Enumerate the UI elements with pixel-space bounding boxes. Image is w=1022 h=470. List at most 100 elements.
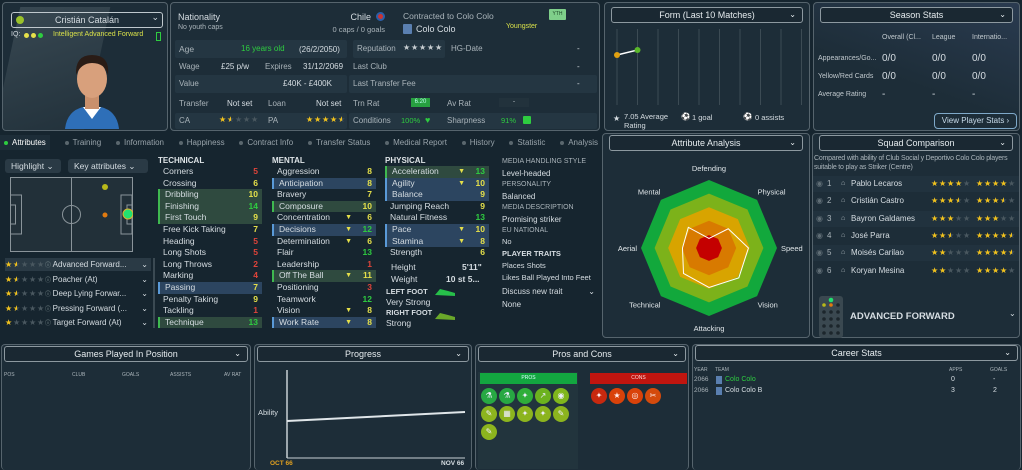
tab-history[interactable]: History [461,135,495,150]
chevron-down-icon[interactable]: ⌄ [141,289,148,298]
radio-icon[interactable]: ◉ [816,248,823,258]
pro-attribute-icon[interactable]: ✦ [517,406,533,422]
squad-player-row[interactable]: ◉ 5 ⌂ Moisés Carilao ★ ★ ★ ★ ★★★ ★ ★ ★ ★ ★ ★ ★ ★ ★ ★ [813,245,1019,262]
pro-attribute-icon[interactable]: ⚗ [481,388,497,404]
role-item[interactable]: ★ ★ ★★★★ⓘ Target Forward (At) ⌄ [5,316,151,329]
view-player-stats-button[interactable]: View Player Stats › [934,113,1017,129]
progress-header[interactable]: Progress ⌄ [257,346,469,362]
player-rank: 5 [827,248,832,258]
radio-icon[interactable]: ◉ [816,213,823,223]
player-photo [65,55,119,129]
player-name[interactable]: Moisés Carilao [851,248,904,258]
attribute-value: 10 [475,224,485,234]
pro-attribute-icon[interactable]: ▦ [499,406,515,422]
tab-label: Contract Info [247,138,294,147]
tab-transfer-status[interactable]: Transfer Status [307,135,370,150]
chevron-down-icon[interactable]: ⌄ [1009,309,1016,318]
career-team[interactable]: Colo Colo [725,376,756,383]
nationality-value[interactable]: Chile [350,12,371,22]
squad-player-row[interactable]: ◉ 3 ⌂ Bayron Galdames ★ ★ ★ ★ ★ ★ ★★ ★ ★ ★ ★ ★ ★ ★★ [813,210,1019,227]
pro-attribute-icon[interactable]: ✎ [553,406,569,422]
highlight-dropdown[interactable]: Highlight ⌄ [5,159,61,173]
player-name-dropdown[interactable]: Cristián Catalán ⌄ [11,12,163,28]
squad-player-row[interactable]: ◉ 4 ⌂ José Parra ★ ★ ★ ★ ★ ★ ★★ ★ ★ ★ ★ ★ ★ ★ ★ ★ ★ [813,228,1019,244]
career-col-header: TEAM [715,367,729,373]
star-fill: ★ [976,230,984,240]
loan-value[interactable]: Not set [316,99,342,108]
con-attribute-icon[interactable]: ★ [609,388,625,404]
player-name[interactable]: Cristián Castro [851,196,904,206]
con-attribute-icon[interactable]: ✦ [591,388,607,404]
section-title: TECHNICAL [158,156,205,165]
squad-comparison-header[interactable]: Squad Comparison ⌄ [819,135,1013,151]
star-fill: ★ [931,230,939,240]
star-fill: ★ [976,265,984,275]
career-stats-header[interactable]: Career Stats ⌄ [695,345,1018,361]
role-selector[interactable]: ADVANCED FORWARD [850,311,955,322]
career-team[interactable]: Colo Colo B [725,387,763,394]
star-icon: ★ [955,213,963,223]
tab-attributes[interactable]: Attributes [0,135,50,150]
radio-icon[interactable]: ◉ [816,265,823,275]
key-attributes-dropdown[interactable]: Key attributes ⌄ [68,159,148,173]
transfer-value[interactable]: Not set [227,99,253,108]
tab-contract-info[interactable]: Contract Info [239,135,293,150]
player-name[interactable]: Bayron Galdames [851,213,916,223]
media-style-label: MEDIA HANDLING STYLE [502,158,587,165]
star-icon: ★ [955,248,963,258]
pro-attribute-icon[interactable]: ✦ [535,406,551,422]
chevron-down-icon[interactable]: ⌄ [141,274,148,284]
star-icon: ★ [251,115,259,124]
potential-ability-stars: ★ ★ ★ ★ ★ ★ ★ ★ ★ [976,176,1016,192]
player-name[interactable]: José Parra [851,230,890,240]
pro-attribute-icon[interactable]: ✎ [481,406,497,422]
radio-icon[interactable]: ◉ [816,196,823,206]
tab-happiness[interactable]: Happiness [178,135,225,150]
star-icon: ★ ★ [322,115,330,124]
pro-attribute-icon[interactable]: ↗ [535,388,551,404]
pro-attribute-icon[interactable]: ✎ [481,424,497,440]
role-item[interactable]: ★ ★ ★ ★ ★★★ⓘ Pressing Forward (... ⌄ [5,302,151,315]
chevron-down-icon[interactable]: ⌄ [141,260,148,269]
role-item[interactable]: ★ ★ ★ ★ ★★★ⓘ Deep Lying Forwar... ⌄ [5,287,151,300]
role-item[interactable]: ★ ★ ★ ★ ★★★ⓘ Advanced Forward... ⌄ [5,258,151,271]
tab-information[interactable]: Information [115,135,164,150]
player-name[interactable]: Koryan Mesina [851,265,905,275]
tab-training[interactable]: Training [64,135,101,150]
tab-medical-report[interactable]: Medical Report [385,135,447,150]
pro-attribute-icon[interactable]: ⚗ [499,388,515,404]
squad-player-row[interactable]: ◉ 6 ⌂ Koryan Mesina ★ ★ ★ ★ ★★★ ★ ★ ★ ★ ★ ★ ★ ★ ★ [813,263,1019,279]
radio-icon[interactable]: ◉ [816,179,823,188]
con-attribute-icon[interactable]: ◎ [627,388,643,404]
form-header[interactable]: Form (Last 10 Matches) ⌄ [611,7,803,23]
attribute-row: Stamina ▼ 8 [385,235,489,248]
chevron-down-icon[interactable]: ⌄ [141,318,148,327]
role-item[interactable]: ★ ★ ★ ★ ★★★ⓘ Poacher (At) ⌄ [5,273,151,286]
squad-player-row[interactable]: ◉ 1 ⌂ Pablo Lecaros ★ ★ ★ ★ ★ ★ ★ ★ ★ ★ ★ ★ ★ ★ ★ ★ ★ ★ [813,176,1019,192]
attribute-analysis-header[interactable]: Attribute Analysis ⌄ [609,135,803,151]
squad-player-row[interactable]: ◉ 2 ⌂ Cristián Castro ★ ★ ★ ★ ★ ★ ★ ★ ★ ★ ★ ★ ★ ★ ★ ★ ★ ★ [813,193,1019,209]
tab-label: Analysis [568,138,598,147]
player-rank: 2 [827,196,832,206]
player-name[interactable]: Pablo Lecaros [851,179,903,188]
club-link[interactable]: Colo Colo [416,24,456,34]
season-stats-header[interactable]: Season Stats ⌄ [820,7,1013,23]
attribute-name: Determination [277,235,330,246]
chevron-down-icon[interactable]: ⌄ [141,303,148,313]
star-icon: ★ ★ [992,176,1000,192]
games-played-header[interactable]: Games Played In Position ⌄ [4,346,248,362]
pros-cons-header[interactable]: Pros and Cons ⌄ [478,346,686,362]
con-attribute-icon[interactable]: ✂ [645,388,661,404]
pro-attribute-icon[interactable]: ✦ [517,388,533,404]
formation-slot [829,331,833,335]
attribute-name: Long Throws [163,258,212,269]
pro-attribute-icon[interactable]: ◉ [553,388,569,404]
tab-label: Attributes [12,138,46,147]
tab-statistic[interactable]: Statistic [509,135,545,150]
attribute-analysis-panel: Attribute Analysis ⌄ Defending Physical Spe… [602,133,810,338]
ca-stars: ★ ★ ★ ★ ★★★ [219,115,259,124]
roles-scrollbar[interactable] [153,258,155,328]
tab-analysis[interactable]: Analysis [560,135,598,150]
radio-icon[interactable]: ◉ [816,230,823,240]
discuss-trait-dropdown[interactable]: Discuss new trait ⌄ [502,287,595,296]
